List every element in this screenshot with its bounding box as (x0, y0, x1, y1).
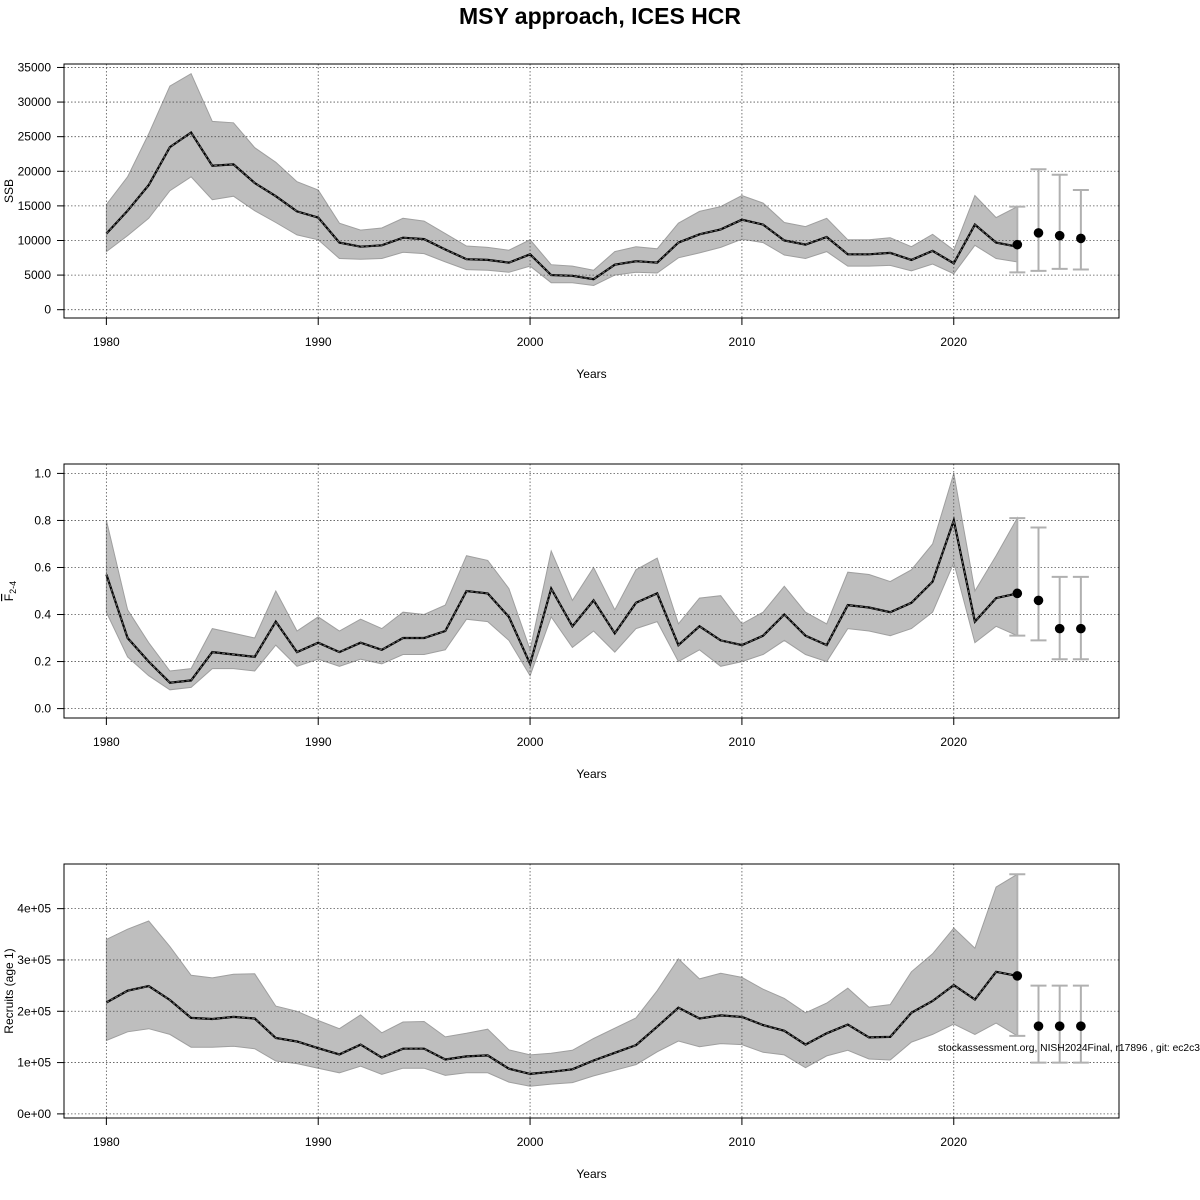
confidence-band (105, 473, 1018, 691)
estimate-line-dash (106, 971, 1018, 1075)
y-tick-label: 0.2 (34, 655, 51, 669)
projection-point (1012, 239, 1023, 250)
estimate-line-dash (105, 518, 1018, 684)
y-tick-label: 0.8 (34, 513, 51, 527)
projection-point (1076, 623, 1086, 634)
x-tick-label: 1980 (93, 335, 120, 349)
y-tick-label: 25000 (18, 130, 52, 144)
projection-point (1033, 228, 1044, 238)
projection-point (1054, 1021, 1065, 1031)
x-tick-label: 2020 (940, 1135, 967, 1149)
x-tick-label: 1980 (93, 735, 120, 749)
y-tick-label: 5000 (24, 268, 51, 282)
y-tick-label: 0 (44, 303, 51, 317)
y-tick-label: 2e+05 (17, 1004, 51, 1018)
footnote: stockassessment.org, NISH2024Final, r178… (938, 1043, 1200, 1054)
x-tick-label: 2020 (940, 335, 967, 349)
y-tick-label: 0e+00 (17, 1107, 51, 1121)
x-axis-label: Years (576, 367, 606, 381)
y-tick-label: 0.6 (34, 560, 51, 574)
plot-frame (63, 463, 1120, 719)
y-tick-label: 15000 (18, 199, 52, 213)
x-axis-label: Years (576, 1167, 606, 1181)
x-axis-label: Years (576, 767, 606, 781)
y-axis-label-main: F (2, 594, 16, 601)
projection-point (1012, 588, 1023, 599)
y-axis-label: Recruits (age 1) (2, 948, 16, 1033)
y-tick-label: 0.0 (34, 702, 51, 716)
projection-point (1054, 230, 1065, 241)
x-tick-label: 1990 (305, 735, 332, 749)
x-tick-label: 2000 (517, 735, 544, 749)
y-tick-label: 1e+05 (17, 1056, 51, 1070)
panel-2: 1980 1990 2000 2010 2020 0.0 0.2 0.4 0.6 0.8 1.0 Ye… (2, 463, 1120, 781)
y-tick-label: 0.4 (34, 608, 51, 622)
y-axis-label-subscript: 2-4 (8, 581, 18, 594)
projection-point (1012, 971, 1023, 981)
estimate-line-dash (106, 131, 1018, 280)
x-tick-label: 1990 (305, 1135, 332, 1149)
x-tick-label: 2010 (729, 735, 756, 749)
projection-point (1033, 1021, 1044, 1031)
x-tick-label: 2000 (517, 1135, 544, 1149)
y-tick-label: 1.0 (34, 466, 51, 480)
y-tick-label: 10000 (18, 233, 52, 247)
x-tick-label: 1990 (305, 335, 332, 349)
confidence-band (105, 873, 1018, 1087)
y-tick-label: 4e+05 (17, 902, 51, 916)
y-axis-label: F2-4 (2, 581, 18, 601)
x-tick-label: 2000 (517, 335, 544, 349)
projection-point (1076, 1021, 1086, 1031)
panel-1: 1980 1990 2000 2010 2020 0 5000 10000 15000 20000… (2, 60, 1120, 381)
x-tick-label: 2010 (729, 1135, 756, 1149)
plot-frame (63, 63, 1120, 319)
x-tick-label: 2010 (729, 335, 756, 349)
y-tick-label: 30000 (18, 95, 52, 109)
projection-point (1033, 595, 1044, 606)
projection-point (1054, 623, 1065, 634)
panel-3: 1980 1990 2000 2010 2020 0e+00 1e+05 2e+05 3e+05… (2, 863, 1120, 1181)
plot-frame (63, 863, 1120, 1119)
x-tick-label: 2020 (940, 735, 967, 749)
y-tick-label: 35000 (18, 60, 52, 74)
y-axis-label: SSB (2, 179, 16, 203)
x-tick-label: 1980 (93, 1135, 120, 1149)
chart-title: MSY approach, ICES HCR (458, 3, 742, 29)
projection-point (1076, 233, 1086, 244)
y-tick-label: 3e+05 (17, 953, 51, 967)
y-tick-label: 20000 (18, 164, 52, 178)
